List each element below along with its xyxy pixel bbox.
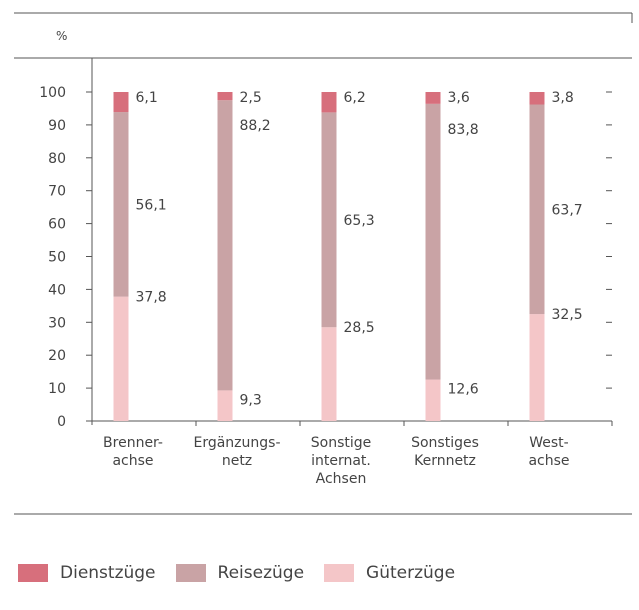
legend-swatch	[324, 564, 355, 582]
x-tick-label: achse	[112, 453, 153, 469]
data-label: 88,2	[240, 118, 271, 134]
data-label: 3,8	[552, 90, 574, 106]
data-label: 56,1	[136, 197, 167, 213]
x-tick-label: netz	[222, 453, 252, 469]
x-tick-label: Kernnetz	[414, 453, 476, 469]
y-axis: % 0 10 20 30 40 50 60 70 80 90 100	[39, 29, 612, 430]
y-tick-label: 60	[48, 217, 66, 233]
y-tick-label: 30	[48, 315, 66, 331]
data-label: 6,2	[344, 90, 366, 106]
y-tick-label: 70	[48, 184, 66, 200]
x-tick-label: achse	[528, 453, 569, 469]
legend-item: Güterzüge	[324, 563, 455, 583]
bar-segment	[217, 92, 233, 101]
bar-segment	[321, 92, 337, 113]
x-tick-label: Sonstiges	[411, 435, 479, 451]
data-label: 6,1	[136, 90, 158, 106]
data-label: 63,7	[552, 202, 583, 218]
bar-segment	[529, 314, 545, 421]
legend: Dienstzüge Reisezüge Güterzüge	[18, 563, 475, 583]
y-tick-label: 80	[48, 151, 66, 167]
data-label: 83,8	[448, 122, 479, 138]
x-tick-label: Ergänzungs-	[193, 435, 280, 451]
legend-label: Reisezüge	[217, 563, 305, 583]
legend-label: Dienstzüge	[60, 563, 156, 583]
data-label: 2,5	[240, 90, 262, 106]
bar-segment	[217, 100, 233, 391]
y-tick-label: 20	[48, 348, 66, 364]
legend-swatch	[18, 564, 48, 582]
x-tick-label: Brenner-	[103, 435, 163, 451]
bar-segment	[425, 103, 441, 380]
data-label: 28,5	[344, 320, 375, 336]
bar-segment	[321, 327, 337, 421]
y-tick-label: 100	[39, 85, 66, 101]
data-label: 37,8	[136, 290, 167, 306]
x-tick-label: Sonstige	[311, 435, 372, 451]
bar-segment	[113, 112, 129, 297]
legend-swatch	[175, 564, 206, 582]
x-tick-label: internat.	[311, 453, 371, 469]
data-label: 9,3	[240, 392, 262, 408]
bar-segment	[113, 92, 129, 113]
legend-item: Dienstzüge	[18, 563, 156, 583]
y-tick-label: 0	[57, 414, 66, 430]
bars: 37,8 56,1 6,1 9,3 88,2 2,5 28,5 65,3 6,2 12,6 83,8…	[113, 90, 583, 421]
data-label: 3,6	[448, 90, 470, 106]
bar-segment	[113, 296, 129, 421]
x-tick-label: Achsen	[316, 471, 367, 487]
y-tick-label: 10	[48, 381, 66, 397]
bar-segment	[321, 112, 337, 328]
legend-item: Reisezüge	[175, 563, 305, 583]
data-label: 65,3	[344, 213, 375, 229]
data-label: 32,5	[552, 307, 583, 323]
data-label: 12,6	[448, 382, 479, 398]
bar-segment	[217, 390, 233, 421]
y-tick-label: 40	[48, 282, 66, 298]
legend-label: Güterzüge	[366, 563, 456, 583]
bar-segment	[529, 104, 545, 315]
chart-frame	[14, 12, 633, 515]
bar-segment	[529, 92, 545, 105]
y-tick-label: 90	[48, 118, 66, 134]
bar-segment	[425, 379, 441, 421]
y-tick-label: 50	[48, 250, 66, 266]
x-tick-label: West-	[529, 435, 568, 451]
bar-segment	[425, 92, 441, 104]
x-axis-labels: Brenner-achse Ergänzungs-netz Sonstige inte…	[103, 421, 613, 487]
y-axis-label: %	[56, 29, 67, 43]
